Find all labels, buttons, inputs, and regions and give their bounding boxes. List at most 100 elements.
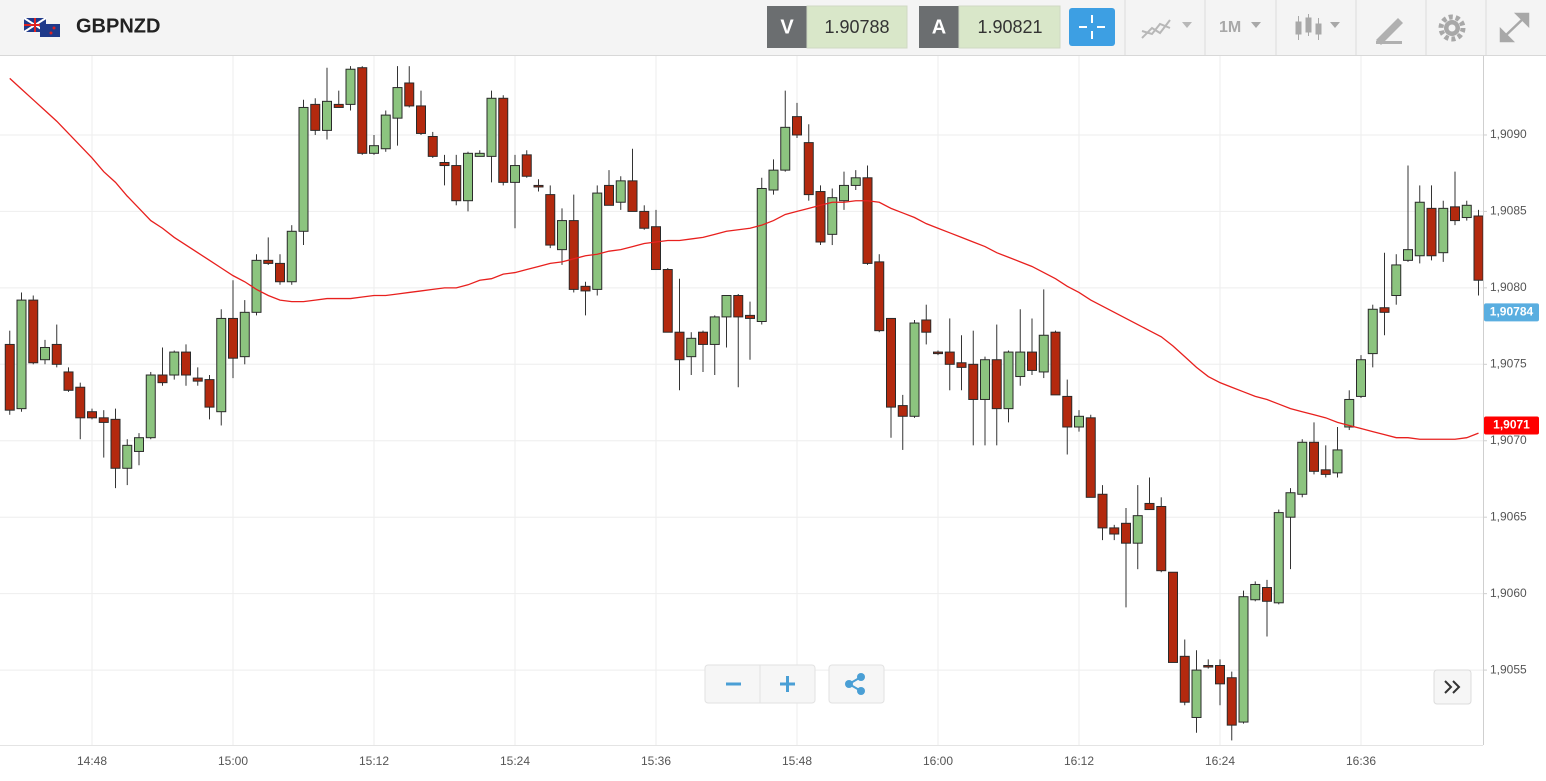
candle-body	[333, 103, 344, 108]
candle-body	[427, 136, 438, 157]
settings-button[interactable]	[1438, 14, 1466, 42]
candle-body	[1320, 469, 1331, 475]
candle-body	[357, 67, 368, 154]
toolbar-dividers	[1124, 0, 1487, 55]
timeframe[interactable]: 1M	[1219, 19, 1241, 36]
candle-body	[216, 317, 227, 413]
candle-body	[768, 169, 779, 191]
candle-body	[709, 316, 720, 345]
candle-body	[134, 437, 144, 452]
candle-body	[921, 319, 932, 333]
candle-body	[827, 197, 838, 235]
candle-body	[792, 116, 802, 136]
candle-body	[1015, 351, 1026, 378]
candle-body	[192, 377, 203, 382]
candle-body	[1391, 264, 1402, 297]
ask-label-box[interactable]	[919, 6, 959, 48]
candle-body	[1414, 201, 1425, 257]
candle-body	[463, 152, 473, 202]
x-tick-label: 14:48	[77, 754, 107, 768]
timeframe-caret[interactable]	[1251, 22, 1261, 28]
candle-body	[486, 97, 497, 157]
zoom-controls[interactable]	[704, 664, 816, 704]
x-tick-label: 15:48	[782, 754, 812, 768]
candle-body	[1050, 331, 1061, 396]
candle-body	[1450, 206, 1460, 222]
ask-box[interactable]	[958, 5, 1061, 49]
bid-label-box[interactable]	[767, 6, 807, 48]
candle-body	[1238, 596, 1249, 723]
candle-body	[944, 351, 955, 365]
moving-average-line	[9, 77, 1479, 440]
candle-body	[63, 371, 74, 391]
candle-body	[1403, 249, 1413, 261]
crosshair-button[interactable]	[1069, 8, 1115, 46]
price-tag	[1484, 416, 1539, 435]
bid-label[interactable]: V	[780, 16, 794, 38]
indicator-button[interactable]	[1141, 19, 1192, 39]
candle-body	[263, 259, 274, 264]
candle-body	[369, 145, 379, 154]
candle-body	[980, 359, 990, 400]
candle-body	[545, 194, 556, 246]
candle-body	[1038, 334, 1049, 373]
candle-body	[110, 418, 121, 469]
drawing-button[interactable]	[1376, 18, 1403, 45]
candle-body	[756, 187, 767, 322]
bid-price[interactable]: 1.90788	[824, 17, 889, 37]
candle-body	[251, 259, 262, 313]
candle-body	[580, 285, 591, 292]
candle-body	[897, 405, 908, 417]
ask-label[interactable]: A	[932, 16, 946, 38]
x-tick-label: 15:12	[359, 754, 389, 768]
candle-body	[557, 220, 567, 251]
y-tick-label: 1,9075	[1490, 356, 1527, 370]
chart-type-button[interactable]	[1295, 14, 1340, 40]
candle-body	[968, 363, 979, 400]
candle-body	[1379, 307, 1390, 313]
candle-body	[345, 68, 356, 105]
candle-body	[181, 351, 191, 376]
candle-body	[1109, 527, 1120, 535]
candle-body	[87, 411, 97, 419]
candle-body	[1297, 441, 1308, 495]
candle-body	[474, 152, 485, 157]
candle-body	[498, 97, 509, 183]
flag-icon	[23, 17, 60, 37]
candle-body	[1285, 492, 1296, 518]
share-button[interactable]	[828, 664, 885, 704]
candle-body	[40, 346, 50, 361]
candle-body	[1191, 669, 1202, 718]
candle-body	[1144, 502, 1155, 511]
candle-body	[75, 386, 86, 419]
y-tick-label: 1,9080	[1490, 280, 1527, 294]
candle-body	[909, 322, 920, 417]
candle-body	[98, 417, 109, 423]
fullscreen-button[interactable]	[1499, 12, 1530, 43]
candle-body	[1426, 207, 1437, 257]
candle-body	[1074, 415, 1084, 428]
candle-body	[1356, 359, 1366, 397]
candle-body	[4, 343, 15, 411]
plot-area	[0, 56, 1484, 745]
x-tick-label: 15:24	[500, 754, 530, 768]
scroll-right-button[interactable]	[1433, 669, 1472, 705]
x-tick-label: 15:36	[641, 754, 671, 768]
candle-body	[1027, 351, 1037, 371]
candle-body	[662, 269, 673, 333]
ask-price[interactable]: 1.90821	[977, 17, 1042, 37]
price-tag-label: 1,9071	[1493, 418, 1530, 432]
candle-body	[1367, 308, 1378, 355]
bid-box[interactable]	[806, 5, 908, 49]
candle-body	[1273, 512, 1284, 604]
candle-body	[745, 314, 755, 319]
y-tick-label: 1,9090	[1490, 127, 1527, 141]
price-tag	[1484, 303, 1539, 322]
candle-body	[615, 180, 626, 203]
candle-body	[1332, 449, 1343, 474]
candle-body	[604, 184, 614, 206]
y-tick-label: 1,9070	[1490, 433, 1527, 447]
